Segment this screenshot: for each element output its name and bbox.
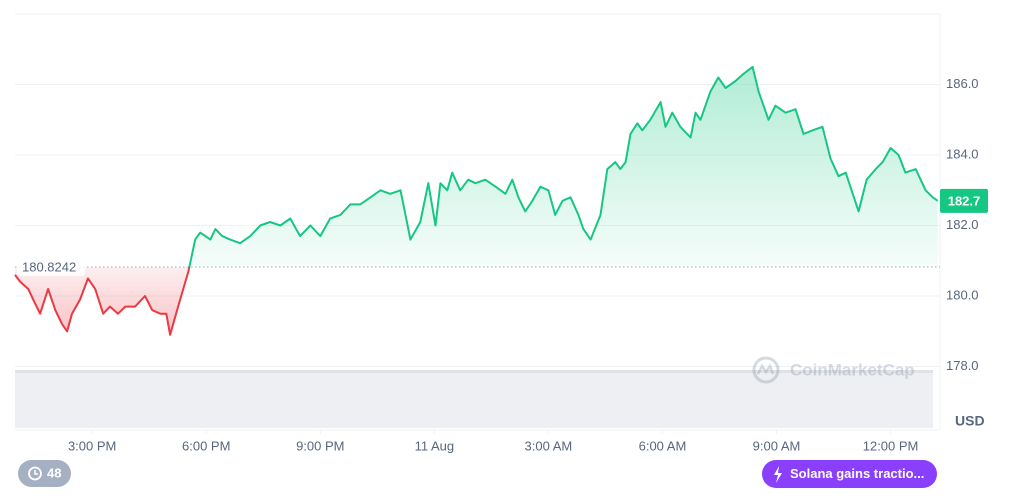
- baseline-label: 180.8242: [22, 259, 76, 274]
- baseline-label-bg: [17, 257, 85, 276]
- last-price-tag: [940, 188, 988, 213]
- price-line: [14, 65, 939, 336]
- volume-band: [15, 370, 933, 428]
- y-tick-label: 186.0: [946, 76, 979, 91]
- watermark-text: CoinMarketCap: [790, 360, 915, 379]
- x-tick-label: 11 Aug: [415, 438, 455, 453]
- news-badge[interactable]: Solana gains tractio...: [762, 460, 937, 488]
- y-unit: USD: [955, 413, 985, 429]
- count-badge[interactable]: 48: [18, 460, 71, 487]
- area-fill: [15, 66, 938, 335]
- y-tick-label: 182.0: [946, 217, 979, 232]
- x-tick-label: 12:00 PM: [863, 438, 919, 453]
- news-text: Solana gains tractio...: [790, 466, 924, 481]
- y-tick-label: 178.0: [946, 358, 979, 373]
- last-price-label: 182.7: [948, 193, 981, 208]
- watermark: CoinMarketCap: [752, 356, 915, 384]
- x-tick-label: 3:00 AM: [525, 438, 573, 453]
- count-text: 48: [47, 465, 61, 480]
- x-tick-label: 6:00 AM: [639, 438, 687, 453]
- x-tick-label: 3:00 PM: [68, 438, 116, 453]
- x-tick-label: 9:00 PM: [296, 438, 344, 453]
- x-tick-label: 6:00 PM: [182, 438, 230, 453]
- y-tick-label: 184.0: [946, 146, 979, 161]
- y-tick-label: 180.0: [946, 287, 979, 302]
- x-tick-label: 9:00 AM: [753, 438, 801, 453]
